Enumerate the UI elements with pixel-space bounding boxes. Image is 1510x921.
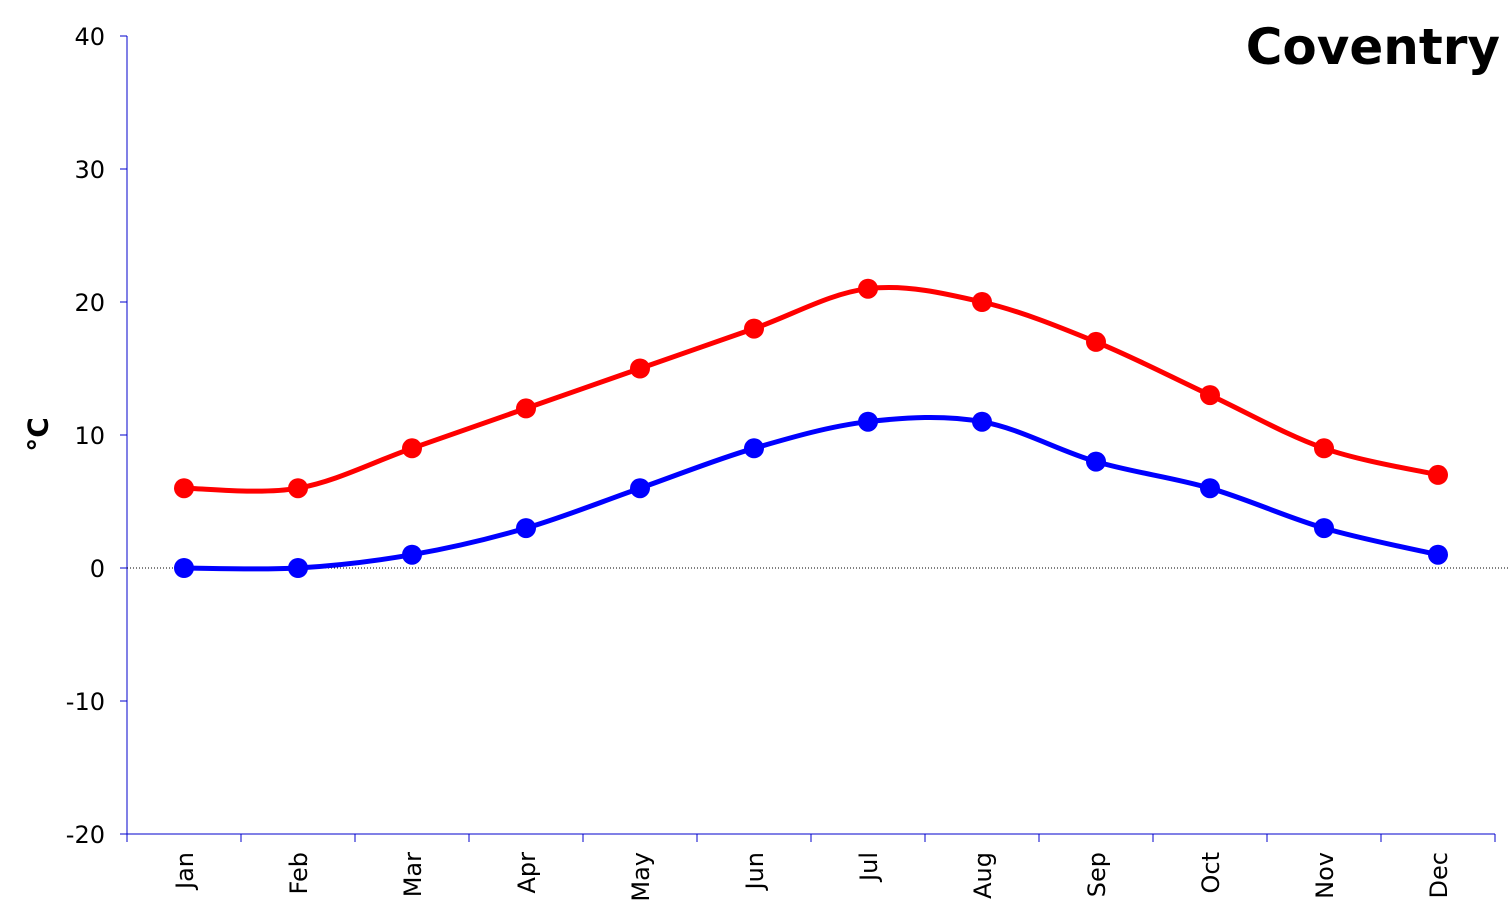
data-point	[1200, 385, 1220, 406]
data-point	[1428, 464, 1448, 485]
data-point	[516, 398, 536, 419]
data-point	[630, 358, 650, 379]
data-point	[1314, 438, 1334, 459]
x-tick-label: Jun	[741, 852, 769, 892]
data-point	[1086, 451, 1106, 472]
data-point	[1314, 518, 1334, 539]
data-point	[858, 411, 878, 432]
x-tick-label: Sep	[1083, 852, 1111, 897]
y-tick-label: 0	[90, 555, 105, 583]
x-tick-label: Mar	[399, 852, 427, 897]
axes: 40 30 20 10 0 -10 -20 Jan Feb Mar Apr May Jun Jul Aug S…	[66, 23, 1510, 902]
data-point	[1200, 478, 1220, 499]
y-tick-label: -10	[66, 688, 105, 716]
x-tick-label: Jul	[855, 852, 883, 883]
data-point	[516, 518, 536, 539]
data-point	[858, 278, 878, 299]
chart-title: Coventry	[1245, 18, 1500, 76]
data-point	[972, 292, 992, 312]
x-tick-label: Oct	[1197, 852, 1225, 894]
x-tick-label: May	[627, 852, 655, 902]
data-point	[288, 478, 308, 499]
data-point	[744, 318, 764, 339]
data-point	[288, 558, 308, 578]
x-tick-label: Jan	[171, 852, 199, 891]
y-tick-label: 10	[74, 422, 105, 450]
data-point	[1428, 544, 1448, 565]
y-tick-label: 40	[74, 23, 105, 51]
series-group	[174, 278, 1448, 578]
x-tick-label: Feb	[285, 852, 313, 895]
x-tick-label: Nov	[1311, 852, 1339, 899]
data-point	[174, 558, 194, 578]
series-line	[181, 285, 1441, 494]
data-point	[630, 478, 650, 499]
x-tick-label: Dec	[1425, 852, 1453, 898]
y-tick-label: 30	[74, 156, 105, 184]
data-point	[402, 438, 422, 459]
data-point	[402, 544, 422, 565]
x-tick-label: Apr	[513, 852, 541, 894]
x-tick-label: Aug	[969, 852, 997, 899]
y-tick-label: 20	[74, 289, 105, 317]
data-point	[972, 411, 992, 432]
data-point	[174, 478, 194, 499]
data-point	[744, 438, 764, 459]
data-point	[1086, 331, 1106, 352]
series-line	[181, 415, 1441, 572]
y-tick-label: -20	[66, 821, 105, 849]
